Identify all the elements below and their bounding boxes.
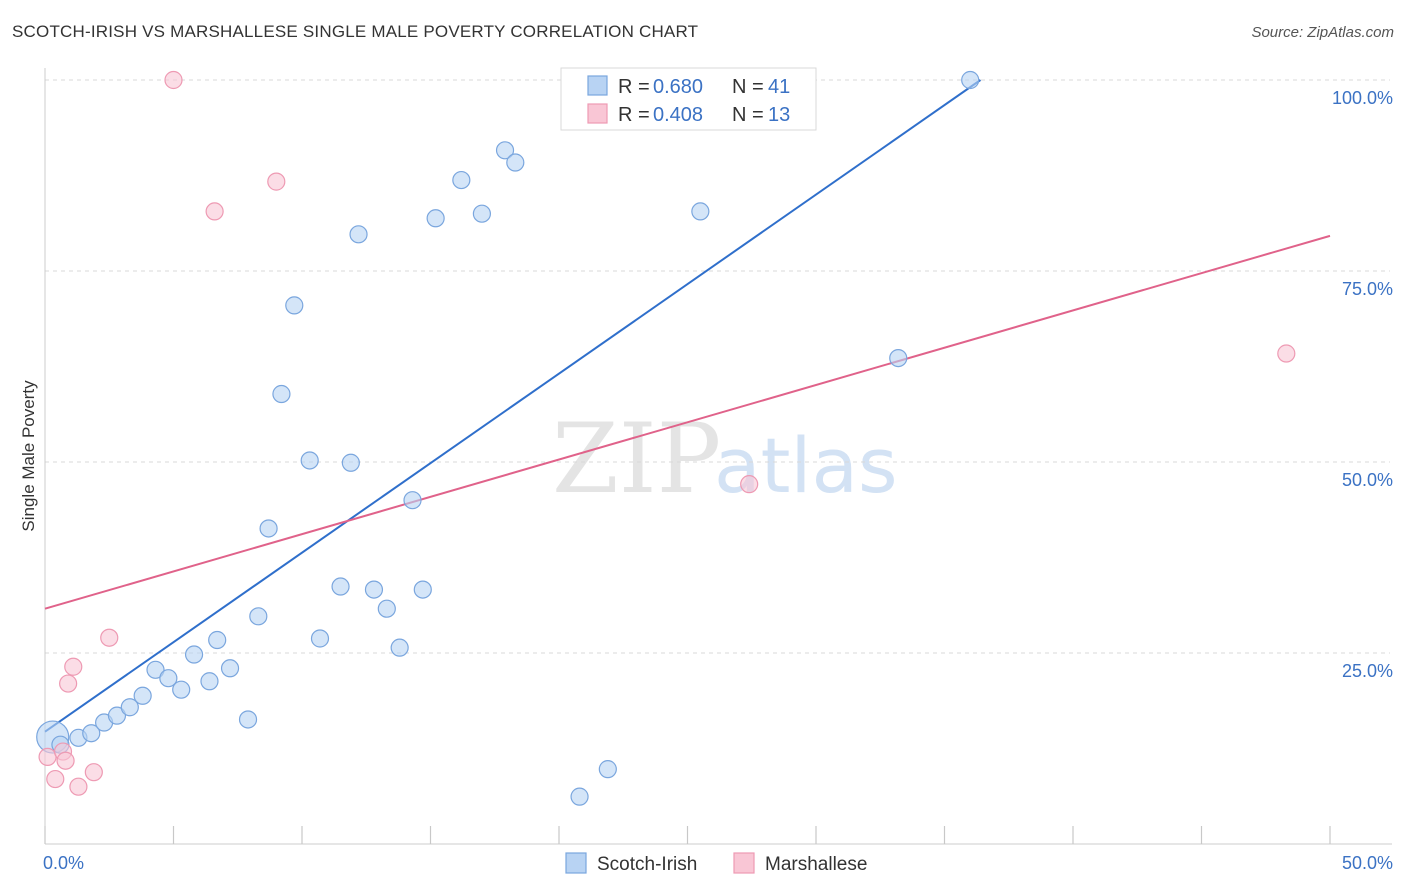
point-scotch-irish-13 <box>208 630 227 650</box>
trend-lines <box>44 79 1331 733</box>
point-marshallese-11 <box>267 172 286 191</box>
point-scotch-irish-14 <box>220 659 240 678</box>
legend-r-label-0: R = <box>618 76 650 98</box>
point-scotch-irish-17 <box>259 519 278 538</box>
point-marshallese-3 <box>56 751 75 770</box>
point-scotch-irish-28 <box>403 491 422 510</box>
point-scotch-irish-25 <box>364 580 384 599</box>
point-scotch-irish-10 <box>172 680 191 699</box>
point-scotch-irish-22 <box>331 577 350 596</box>
point-scotch-irish-40 <box>961 70 980 90</box>
trend-line-scotch-irish <box>44 79 982 733</box>
point-scotch-irish-5 <box>107 706 127 725</box>
point-marshallese-5 <box>64 657 83 676</box>
point-marshallese-4 <box>59 674 78 693</box>
y-tick-label-1: 50.0% <box>1342 470 1393 490</box>
tick-labels: 25.0% 50.0% 75.0% 100.0% 0.0% 50.0% <box>43 88 1393 873</box>
point-scotch-irish-33 <box>495 141 515 160</box>
point-marshallese-10 <box>205 202 224 221</box>
point-scotch-irish-39 <box>889 348 908 368</box>
point-marshallese-8 <box>100 628 119 647</box>
legend-r-label-1: R = <box>618 104 650 126</box>
grid <box>45 79 1390 654</box>
trend-line-marshallese <box>44 234 1331 610</box>
point-scotch-irish-15 <box>238 710 258 729</box>
point-scotch-irish-29 <box>413 580 432 599</box>
legend-n-label-0: N = <box>732 76 764 98</box>
x-tick-label-min: 0.0% <box>43 853 84 873</box>
point-scotch-irish-31 <box>452 170 471 190</box>
point-scotch-irish-11 <box>184 645 204 664</box>
bottom-legend: Scotch-Irish Marshallese <box>565 852 867 875</box>
y-tick-label-0: 25.0% <box>1342 661 1393 681</box>
point-scotch-irish-21 <box>310 629 330 648</box>
point-scotch-irish-36 <box>598 760 617 779</box>
point-scotch-irish-26 <box>377 599 396 618</box>
point-marshallese-1 <box>46 769 65 789</box>
bottom-legend-label-scotch-irish: Scotch-Irish <box>597 854 697 875</box>
legend-n-label-1: N = <box>732 104 764 126</box>
point-scotch-irish-18 <box>272 384 291 404</box>
source-credit: Source: ZipAtlas.com <box>1251 24 1394 41</box>
chart-title: SCOTCH-IRISH VS MARSHALLESE SINGLE MALE … <box>12 22 699 41</box>
point-scotch-irish-3 <box>82 724 101 743</box>
point-scotch-irish-16 <box>249 607 268 626</box>
point-scotch-irish-6 <box>120 698 139 717</box>
legend-swatch-marshallese <box>587 103 608 124</box>
point-scotch-irish-7 <box>133 686 152 705</box>
watermark: ZIP atlas <box>552 403 898 515</box>
y-axis-label: Single Male Poverty <box>19 380 38 532</box>
point-scotch-irish-12 <box>200 672 219 691</box>
point-scotch-irish-30 <box>426 209 445 228</box>
point-marshallese-13 <box>1277 344 1296 363</box>
point-scotch-irish-35 <box>570 787 589 806</box>
point-scotch-irish-24 <box>349 225 368 244</box>
point-scotch-irish-27 <box>390 638 409 657</box>
point-scotch-irish-23 <box>341 453 360 472</box>
point-scotch-irish-34 <box>506 153 525 172</box>
bottom-legend-swatch-scotch-irish <box>565 852 587 874</box>
legend-swatch-scotch-irish <box>587 75 608 96</box>
bottom-legend-swatch-marshallese <box>733 852 755 874</box>
y-tick-label-2: 75.0% <box>1342 279 1393 299</box>
bottom-legend-label-marshallese: Marshallese <box>765 854 867 875</box>
legend: R = 0.680 N = 41 R = 0.408 N = 13 <box>560 67 817 131</box>
point-scotch-irish-9 <box>159 669 178 688</box>
point-marshallese-6 <box>69 777 88 796</box>
axes <box>44 68 1392 845</box>
legend-n-value-1: 13 <box>768 104 790 126</box>
point-marshallese-0 <box>38 747 57 767</box>
point-scotch-irish-19 <box>285 296 304 315</box>
point-marshallese-9 <box>164 70 183 90</box>
legend-r-value-0: 0.680 <box>653 76 703 98</box>
x-tick-label-max: 50.0% <box>1342 853 1393 873</box>
y-tick-label-3: 100.0% <box>1332 88 1393 108</box>
point-marshallese-12 <box>740 475 759 494</box>
point-scotch-irish-32 <box>472 204 491 223</box>
point-scotch-irish-37 <box>691 202 710 221</box>
watermark-atlas: atlas <box>714 421 898 510</box>
point-scotch-irish-8 <box>146 660 165 679</box>
legend-r-value-1: 0.408 <box>653 104 703 126</box>
point-scotch-irish-20 <box>300 451 319 470</box>
legend-n-value-0: 41 <box>768 76 790 98</box>
point-marshallese-7 <box>84 763 103 782</box>
